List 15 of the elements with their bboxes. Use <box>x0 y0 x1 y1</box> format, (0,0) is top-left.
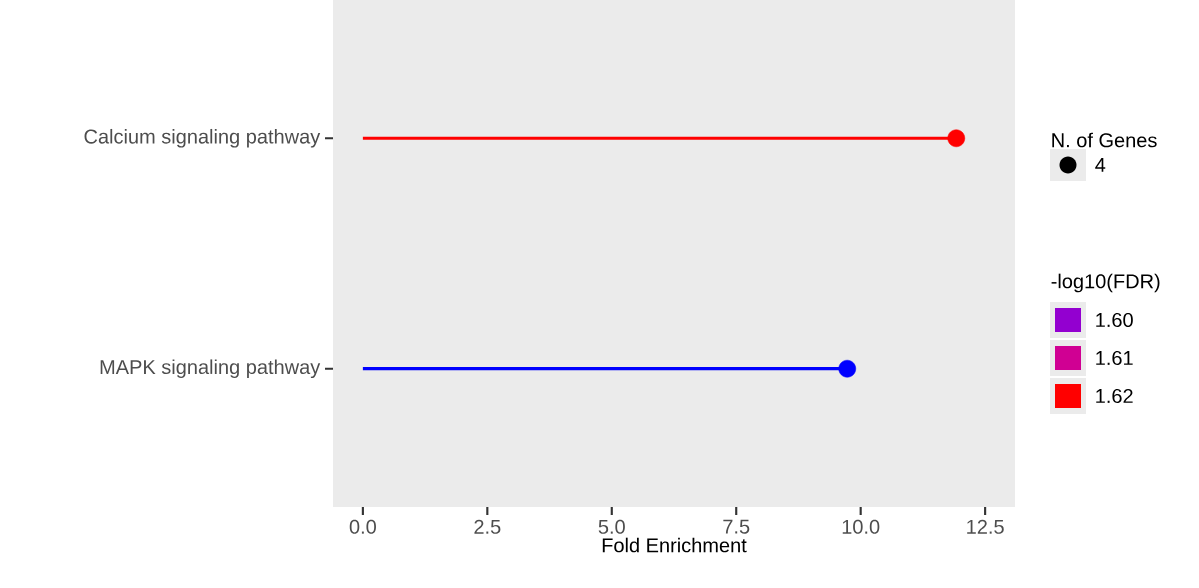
legend-title: N. of Genes <box>1052 132 1157 148</box>
legend-label: 4 <box>1095 158 1106 172</box>
x-tick-label: 0.0 <box>349 519 376 534</box>
color-bar-label: 1.60 <box>1096 312 1133 328</box>
x-tick-label: 7.5 <box>723 519 750 534</box>
x-tick-label: 12.5 <box>967 519 1004 534</box>
color-bar-title: -log10(FDR) <box>1051 273 1160 293</box>
x-axis-title: Fold Enrichment <box>602 537 747 553</box>
x-tick-label: 10.0 <box>842 519 880 534</box>
y-tick-label: MAPK signaling pathway <box>100 359 321 379</box>
color-bar-label: 1.62 <box>1096 388 1133 404</box>
x-tick-label: 2.5 <box>474 519 501 534</box>
x-tick-label: 5.0 <box>598 519 625 534</box>
y-tick-label: Calcium signaling pathway <box>84 128 321 148</box>
color-bar-label: 1.61 <box>1096 350 1133 366</box>
